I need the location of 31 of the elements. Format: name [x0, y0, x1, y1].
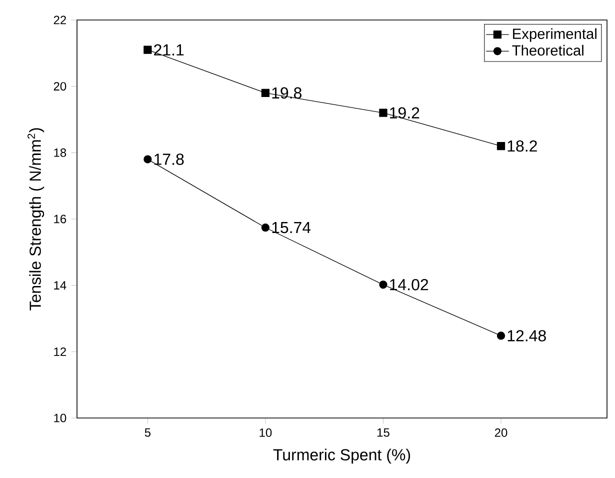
y-tick-label: 16: [54, 214, 66, 224]
point: [261, 88, 270, 98]
x-axis-title: Turmeric Spent (%): [273, 448, 410, 464]
data-label: 18.2: [508, 140, 537, 152]
point: [496, 332, 506, 340]
data-label: 19.8: [272, 87, 302, 99]
data-label: 15.74: [272, 222, 311, 234]
x-tick-label: 10: [260, 428, 272, 437]
x-tick-label: 15: [377, 428, 390, 437]
point: [261, 224, 270, 232]
x-tick-label: 5: [144, 428, 150, 437]
point: [496, 142, 506, 150]
legend-label: Experimental: [513, 28, 596, 42]
data-label: 12.48: [508, 330, 546, 342]
data-label: 19.2: [390, 107, 420, 119]
y-tick-label: 20: [54, 82, 66, 91]
data-label: 21.1: [154, 44, 184, 56]
point: [144, 46, 152, 54]
point: [144, 155, 152, 164]
data-label: 17.8: [154, 154, 184, 165]
point: [379, 108, 388, 117]
y-tick-label: 22: [54, 16, 66, 24]
y-tick-label: 10: [54, 414, 66, 422]
legend-label: Theoretical: [512, 44, 584, 56]
y-axis-title: Tensile Strength ( N/mm$^{2}$): [28, 128, 44, 310]
point: [379, 280, 388, 289]
y-tick-label: 12: [54, 347, 66, 356]
data-label: 14.02: [390, 279, 428, 290]
y-tick-label: 18: [54, 148, 66, 157]
x-tick-label: 20: [494, 428, 508, 437]
y-tick-label: 14: [54, 281, 66, 290]
